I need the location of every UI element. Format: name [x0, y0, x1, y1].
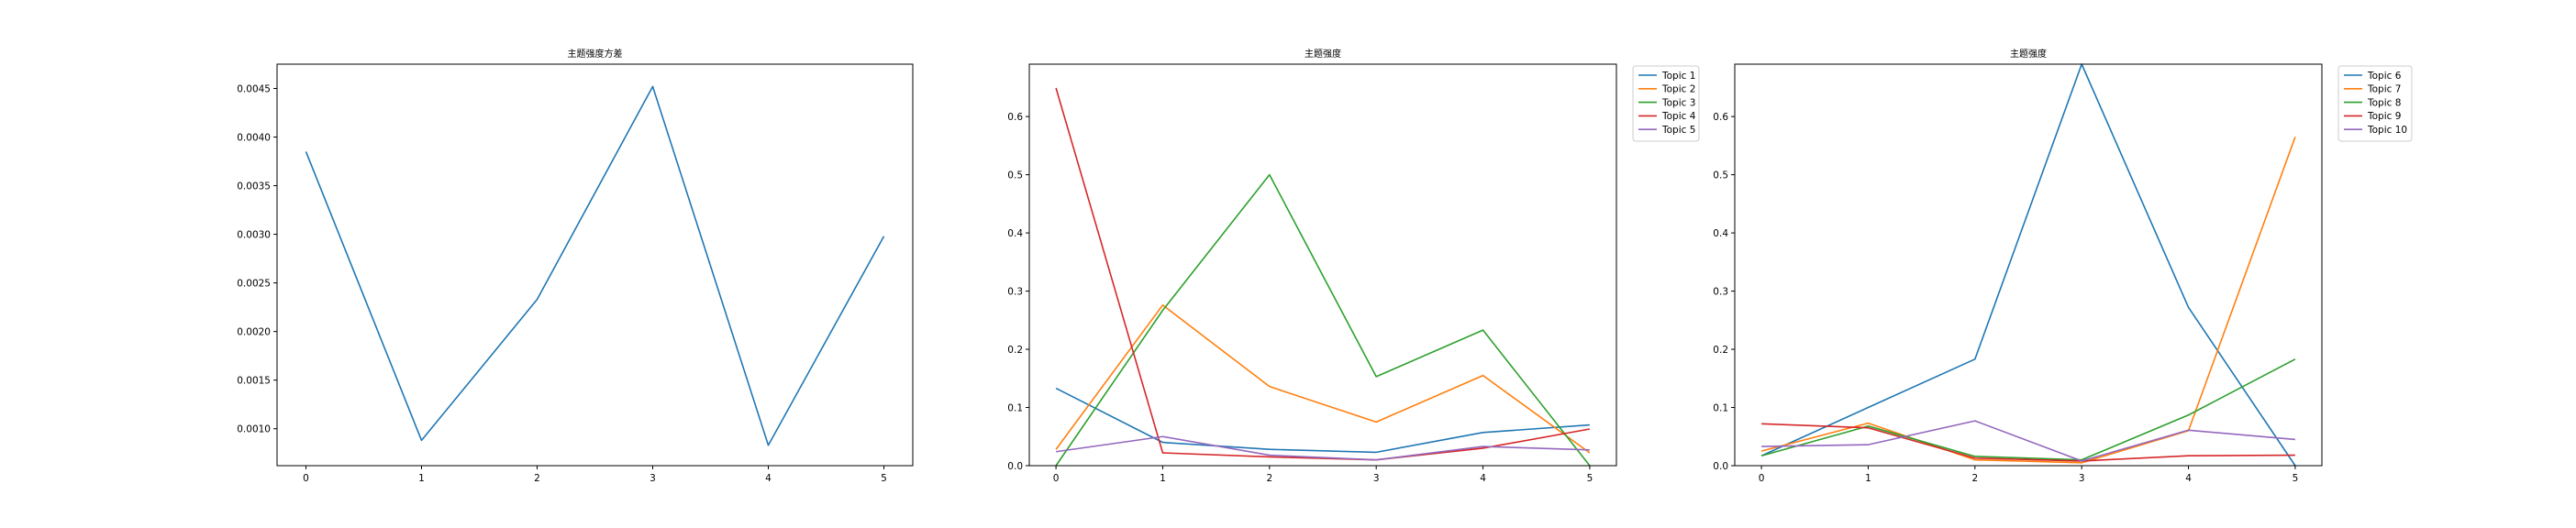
y-tick-label: 0.6	[1713, 112, 1728, 123]
axes-frame	[1028, 63, 1617, 467]
legend-label: Topic 5	[1661, 125, 1695, 136]
legend-label: Topic 10	[2367, 125, 2407, 136]
y-tick-label: 0.6	[1007, 112, 1023, 123]
y-tick-label: 0.3	[1713, 286, 1728, 297]
series-line-topic-6	[1760, 63, 2296, 467]
chart-title: 主题强度方差	[568, 48, 623, 60]
series-line-topic-4	[1055, 87, 1591, 461]
legend-label: Topic 2	[1661, 84, 1695, 95]
y-tick-label: 0.0	[1007, 461, 1023, 472]
series-line-topic-3	[1055, 173, 1591, 467]
y-tick-label: 0.0010	[237, 424, 271, 434]
y-tick-label: 0.2	[1713, 345, 1728, 356]
x-tick-label: 1	[418, 473, 425, 484]
y-tick-label: 0.0030	[237, 229, 271, 240]
axes-frame	[1734, 63, 2323, 467]
legend: Topic 6 Topic 7 Topic 8 Topic 9 Topic 10	[2337, 65, 2413, 142]
x-tick-label: 4	[765, 473, 772, 484]
legend-label: Topic 9	[2367, 111, 2401, 122]
series-line-topic-1	[1055, 387, 1590, 454]
legend: Topic 1 Topic 2 Topic 3 Topic 4 Topic 5	[1632, 65, 1700, 142]
series-line-topic-10	[1761, 420, 2295, 462]
series-line-topic-5	[1055, 435, 1590, 461]
chart-title: 主题强度	[2010, 48, 2047, 60]
series-line-topic-7	[1760, 137, 2296, 464]
chart-title: 主题强度	[1305, 48, 1341, 60]
series-line-topic-9	[1761, 423, 2295, 462]
y-tick-label: 0.4	[1007, 228, 1023, 239]
y-tick-label: 0.0045	[237, 83, 271, 94]
legend-label: Topic 3	[1661, 97, 1695, 108]
series-line-1	[305, 85, 885, 446]
legend-box	[1632, 65, 1700, 142]
x-tick-label: 2	[1971, 473, 1978, 484]
series-line-topic-2	[1055, 303, 1591, 454]
x-tick-label: 5	[881, 473, 887, 484]
series-line-topic-8	[1760, 358, 2296, 461]
chart-1: 主题强度方差 0 1 2 3 4 5 0.0010 0.0015 0.0020 0.0025 0.00…	[237, 48, 914, 484]
y-tick-label: 0.3	[1007, 286, 1023, 297]
legend-box	[2337, 65, 2413, 142]
y-tick-label: 0.1	[1007, 402, 1023, 413]
legend-label: Topic 1	[1661, 71, 1695, 82]
y-tick-label: 0.5	[1007, 170, 1023, 181]
y-tick-label: 0.1	[1713, 402, 1728, 413]
x-tick-label: 3	[1373, 473, 1380, 484]
x-tick-label: 5	[2293, 473, 2299, 484]
y-tick-label: 0.0040	[237, 132, 271, 143]
x-tick-label: 0	[303, 473, 309, 484]
x-tick-label: 2	[1266, 473, 1272, 484]
y-tick-label: 0.0020	[237, 326, 271, 337]
x-tick-label: 2	[534, 473, 540, 484]
legend-label: Topic 4	[1661, 111, 1696, 122]
legend-label: Topic 7	[2367, 84, 2401, 95]
x-tick-label: 0	[1053, 473, 1060, 484]
y-tick-label: 0.5	[1713, 170, 1728, 181]
x-tick-label: 4	[1480, 473, 1486, 484]
axes-frame	[276, 63, 914, 467]
x-tick-label: 1	[1865, 473, 1871, 484]
y-tick-label: 0.0	[1713, 461, 1728, 472]
x-tick-label: 4	[2185, 473, 2192, 484]
x-tick-label: 3	[650, 473, 656, 484]
x-tick-label: 5	[1587, 473, 1593, 484]
y-tick-label: 0.2	[1007, 345, 1023, 356]
y-tick-label: 0.0025	[237, 278, 271, 289]
legend-label: Topic 6	[2367, 71, 2402, 82]
y-tick-label: 0.4	[1713, 228, 1728, 239]
legend-label: Topic 8	[2367, 97, 2401, 108]
y-tick-label: 0.0035	[237, 181, 271, 192]
x-tick-label: 1	[1160, 473, 1166, 484]
x-tick-label: 0	[1759, 473, 1765, 484]
y-tick-label: 0.0015	[237, 375, 271, 386]
x-tick-label: 3	[2079, 473, 2085, 484]
